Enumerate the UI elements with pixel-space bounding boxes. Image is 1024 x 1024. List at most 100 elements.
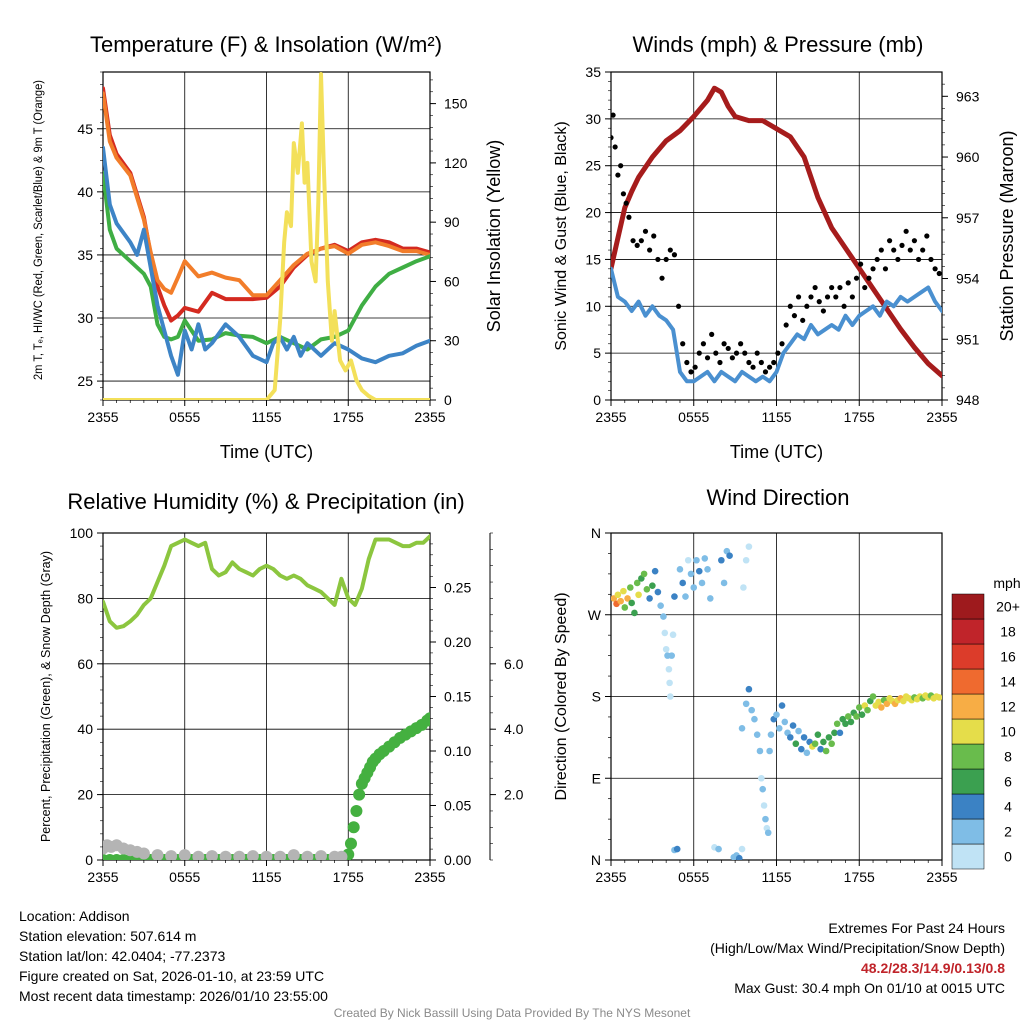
direction-point bbox=[660, 613, 667, 620]
y3-tick-label: 4.0 bbox=[504, 721, 524, 737]
x-tick-label: 1755 bbox=[844, 869, 875, 885]
direction-point bbox=[820, 738, 827, 746]
direction-point bbox=[786, 734, 794, 741]
colorbar-label: 18 bbox=[1000, 624, 1016, 640]
y-tick-label: 20 bbox=[585, 205, 601, 221]
data-point-gust bbox=[800, 317, 806, 323]
y2-tick-label: 963 bbox=[956, 88, 980, 104]
direction-point bbox=[657, 602, 664, 609]
data-point-snow-depth bbox=[335, 850, 348, 860]
data-point-gust bbox=[651, 233, 657, 239]
data-point-gust bbox=[824, 294, 831, 300]
y-tick-label: 10 bbox=[585, 298, 601, 314]
direction-point bbox=[795, 727, 802, 735]
direction-point bbox=[682, 593, 689, 600]
direction-point bbox=[855, 704, 863, 711]
data-point-gust bbox=[762, 369, 769, 375]
extremes-title: Extremes For Past 24 Hours bbox=[828, 920, 1005, 936]
data-point-gust bbox=[647, 247, 653, 253]
series-line-hi-wc bbox=[103, 145, 430, 377]
x-tick-label: 1155 bbox=[761, 869, 791, 885]
x-tick-label: 1755 bbox=[333, 409, 364, 425]
direction-point bbox=[760, 802, 768, 809]
y2-tick-label: 0.25 bbox=[444, 580, 471, 596]
direction-point bbox=[726, 552, 733, 560]
direction-point bbox=[633, 579, 641, 587]
data-point-gust bbox=[713, 350, 719, 356]
y2-tick-label: 960 bbox=[956, 149, 980, 165]
y-axis-label-wind: Sonic Wind & Gust (Blue, Black) bbox=[553, 121, 570, 350]
data-point-snow-depth bbox=[151, 849, 164, 860]
data-point-precipitation bbox=[353, 788, 366, 801]
y-tick-label: 20 bbox=[77, 787, 93, 803]
created-text: Figure created on Sat, 2026-01-10, at 23… bbox=[19, 968, 325, 984]
colorbar-title: mph bbox=[993, 575, 1020, 591]
colorbar-label: 12 bbox=[1000, 699, 1016, 715]
y-tick-label: 25 bbox=[77, 373, 93, 389]
y2-tick-label: 0.15 bbox=[444, 689, 471, 705]
data-point-gust bbox=[775, 350, 781, 356]
direction-point bbox=[742, 700, 750, 708]
data-point-gust bbox=[663, 256, 669, 263]
x-tick-label: 2355 bbox=[414, 869, 445, 885]
data-point-gust bbox=[907, 247, 913, 253]
y-tick-label: 40 bbox=[77, 721, 93, 737]
data-point-snow-depth bbox=[219, 850, 232, 860]
direction-point bbox=[665, 665, 673, 673]
colorbar-swatch bbox=[951, 693, 985, 720]
data-point-gust bbox=[779, 341, 785, 347]
direction-point bbox=[695, 567, 703, 575]
data-point-gust bbox=[787, 303, 793, 309]
data-point-gust bbox=[932, 266, 938, 272]
direction-point bbox=[690, 584, 698, 591]
data-point-gust bbox=[895, 256, 901, 263]
series-gust bbox=[611, 112, 942, 375]
direction-point bbox=[836, 729, 844, 737]
direction-point bbox=[735, 854, 743, 860]
data-point-snow-depth bbox=[178, 849, 191, 860]
colorbar-swatch bbox=[951, 668, 985, 695]
x-tick-label: 1155 bbox=[251, 869, 281, 885]
data-point-gust bbox=[795, 294, 802, 300]
x-tick-label: 2355 bbox=[87, 409, 118, 425]
series-snow-depth bbox=[103, 839, 348, 860]
data-point-gust bbox=[721, 341, 727, 347]
colorbar-label: 8 bbox=[1004, 749, 1012, 765]
direction-point bbox=[669, 631, 677, 639]
direction-point bbox=[666, 679, 673, 687]
y2-tick-label: 948 bbox=[956, 392, 980, 408]
direction-point bbox=[620, 587, 627, 595]
data-point-gust bbox=[812, 284, 818, 291]
data-point-gust bbox=[874, 256, 880, 263]
direction-point bbox=[720, 579, 728, 587]
panel-rh: 2355 0555 1155 1755 23550204060801000.000.05… bbox=[39, 489, 524, 885]
y-tick-label: N bbox=[591, 852, 601, 868]
data-point-gust bbox=[858, 261, 864, 267]
direction-point bbox=[756, 747, 764, 755]
colorbar-label: 20+ bbox=[996, 599, 1020, 615]
direction-point bbox=[775, 724, 783, 732]
y2-tick-label: 0 bbox=[444, 392, 452, 408]
series-line-station-pressure bbox=[611, 85, 942, 379]
x-tick-label: 2355 bbox=[414, 409, 445, 425]
x-tick-label: 0555 bbox=[678, 869, 709, 885]
y2-tick-label: 0.10 bbox=[444, 743, 471, 759]
direction-point bbox=[667, 693, 674, 700]
y2-tick-label: 954 bbox=[956, 271, 980, 287]
y-tick-label: W bbox=[588, 607, 602, 623]
data-point-gust bbox=[862, 284, 868, 291]
data-point-gust bbox=[771, 359, 777, 366]
direction-point bbox=[858, 711, 866, 718]
data-point-gust bbox=[829, 284, 835, 291]
data-point-gust bbox=[878, 247, 884, 253]
direction-point bbox=[671, 593, 678, 600]
direction-point bbox=[817, 745, 824, 753]
direction-point bbox=[811, 740, 819, 748]
direction-point bbox=[684, 556, 692, 564]
direction-point bbox=[635, 591, 642, 599]
data-point-snow-depth bbox=[192, 850, 205, 860]
direction-point bbox=[673, 845, 681, 853]
data-point-gust bbox=[820, 308, 826, 314]
data-point-precipitation bbox=[424, 712, 430, 725]
direction-point bbox=[847, 718, 855, 726]
